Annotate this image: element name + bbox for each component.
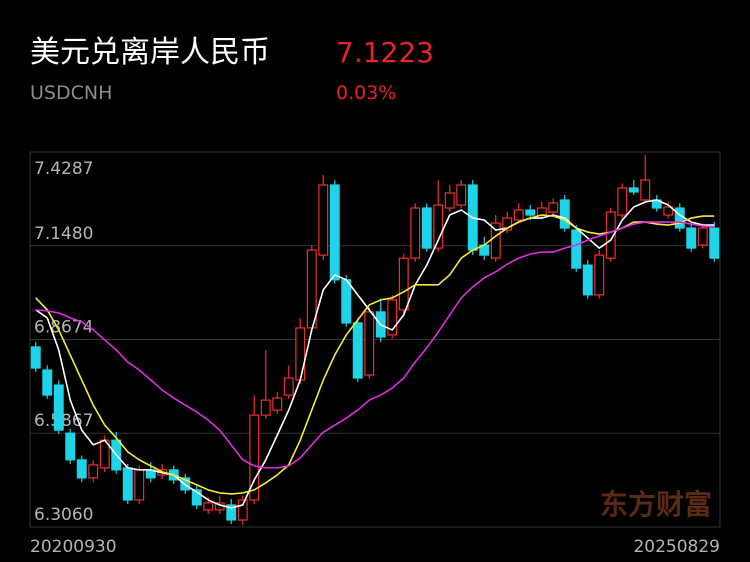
candle-body <box>421 207 432 249</box>
candle-body <box>42 369 53 396</box>
title: 美元兑离岸人民币 <box>30 35 270 70</box>
candle-body <box>53 384 64 431</box>
candle-body <box>122 467 133 501</box>
candle-body <box>306 249 317 329</box>
candle-body <box>318 184 329 256</box>
candle-body <box>76 459 87 479</box>
y-tick-label: 6.3060 <box>34 505 93 525</box>
y-tick-label: 7.1480 <box>34 224 93 244</box>
x-tick-label: 20200930 <box>30 537 117 557</box>
candle-body <box>352 322 363 379</box>
candle-body <box>490 222 501 259</box>
candle-body <box>237 499 248 521</box>
candle-body <box>364 311 375 376</box>
candle-body <box>444 192 455 209</box>
candle-body <box>134 469 145 501</box>
watermark: 东方财富 <box>600 488 712 521</box>
x-tick-label: 20250829 <box>633 537 720 557</box>
candle-body <box>709 227 720 259</box>
candle-body <box>674 207 685 229</box>
candle-body <box>525 209 536 216</box>
candle-body <box>191 489 202 506</box>
candle-body <box>548 202 559 213</box>
candle-body <box>628 187 639 193</box>
candle-body <box>617 187 628 216</box>
candle-body <box>433 204 444 249</box>
price: 7.1223 <box>336 36 434 69</box>
code: USDCNH <box>30 82 112 104</box>
candle-body <box>536 207 547 216</box>
candle-body <box>663 206 674 216</box>
candle-body <box>559 199 570 229</box>
moving-average-line <box>35 214 715 495</box>
candle-body <box>260 399 271 416</box>
moving-average-line <box>35 199 715 509</box>
y-tick-label: 6.8674 <box>34 317 93 337</box>
candle-body <box>65 432 76 461</box>
candle-body <box>341 279 352 324</box>
candle-body <box>513 209 524 221</box>
candle-body <box>456 184 467 206</box>
candle-body <box>203 502 214 511</box>
moving-average-line <box>35 221 715 469</box>
candle-body <box>594 254 605 296</box>
candle-body <box>30 346 41 369</box>
y-tick-label: 7.4287 <box>34 159 93 179</box>
candle-body <box>605 211 616 259</box>
candle-body <box>272 397 283 411</box>
candle-body <box>697 227 708 246</box>
candle-body <box>571 229 582 269</box>
candle-body <box>295 327 306 381</box>
candle-body <box>249 414 260 501</box>
candle-body <box>398 257 409 311</box>
candle-body <box>502 217 513 231</box>
change: 0.03% <box>336 82 396 104</box>
candle-body <box>640 179 651 201</box>
candle-body <box>226 504 237 521</box>
candle-body <box>410 207 421 259</box>
candle-body <box>686 227 697 249</box>
candle-body <box>329 184 340 281</box>
candle-body <box>283 377 294 396</box>
candle-body <box>88 464 99 479</box>
candle-body <box>582 264 593 296</box>
candle-body <box>387 299 398 336</box>
y-tick-label: 6.5867 <box>34 411 93 431</box>
